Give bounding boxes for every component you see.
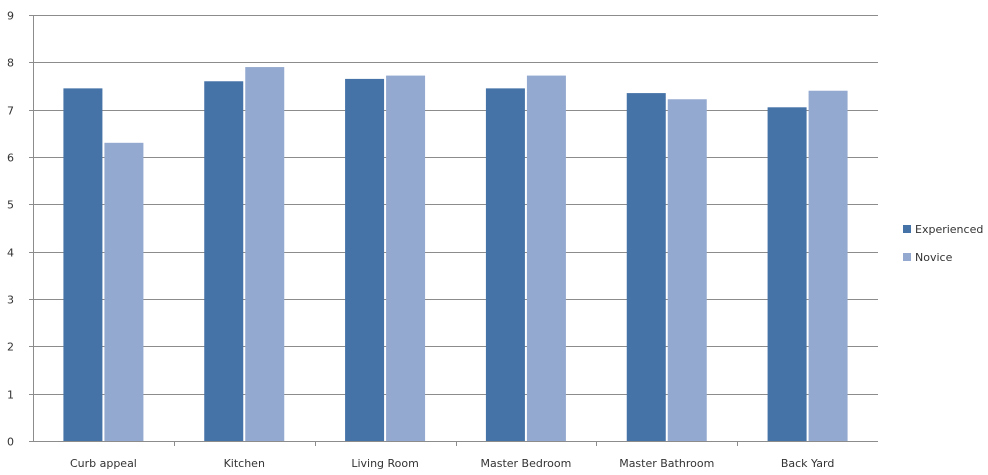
bar-experienced-3 — [485, 88, 525, 441]
bar-experienced-5 — [767, 107, 807, 442]
bar-novice-4 — [667, 99, 707, 442]
legend-swatch-novice — [903, 253, 911, 261]
x-category-label-2: Living Room — [351, 457, 419, 470]
legend-label-novice: Novice — [915, 250, 953, 264]
bar-novice-2 — [386, 75, 426, 441]
bars — [63, 67, 848, 442]
axes — [29, 15, 878, 446]
legend-swatch-experienced — [903, 225, 911, 233]
x-category-labels: Curb appeal Kitchen Living Room Master Bedr… — [70, 457, 834, 470]
y-tick-labels: 0 1 2 3 4 5 6 7 8 9 — [7, 10, 14, 449]
y-tick-label-9: 9 — [7, 10, 14, 23]
y-tick-label-3: 3 — [7, 294, 14, 307]
x-category-label-4: Master Bathroom — [619, 457, 714, 470]
x-category-label-5: Back Yard — [781, 457, 834, 470]
y-tick-label-0: 0 — [7, 436, 14, 449]
bar-novice-1 — [245, 67, 285, 442]
y-tick-label-7: 7 — [7, 105, 14, 118]
bar-novice-3 — [526, 75, 566, 441]
x-category-label-1: Kitchen — [224, 457, 265, 470]
x-category-label-3: Master Bedroom — [481, 457, 572, 470]
legend-item-experienced: Experienced — [903, 222, 983, 236]
y-tick-label-1: 1 — [7, 389, 14, 402]
gridlines — [33, 15, 878, 395]
bar-novice-5 — [808, 90, 848, 441]
bar-experienced-1 — [204, 81, 244, 442]
y-tick-label-4: 4 — [7, 247, 14, 260]
y-tick-label-5: 5 — [7, 199, 14, 212]
y-tick-label-2: 2 — [7, 341, 14, 354]
legend-item-novice: Novice — [903, 250, 983, 264]
bar-novice-0 — [104, 142, 144, 442]
bar-experienced-2 — [345, 78, 385, 442]
y-tick-label-8: 8 — [7, 57, 14, 70]
legend: Experienced Novice — [903, 222, 983, 278]
y-tick-label-6: 6 — [7, 152, 14, 165]
legend-label-experienced: Experienced — [915, 222, 984, 236]
bar-experienced-4 — [626, 93, 666, 441]
x-category-label-0: Curb appeal — [70, 457, 137, 470]
bar-experienced-0 — [63, 88, 103, 441]
